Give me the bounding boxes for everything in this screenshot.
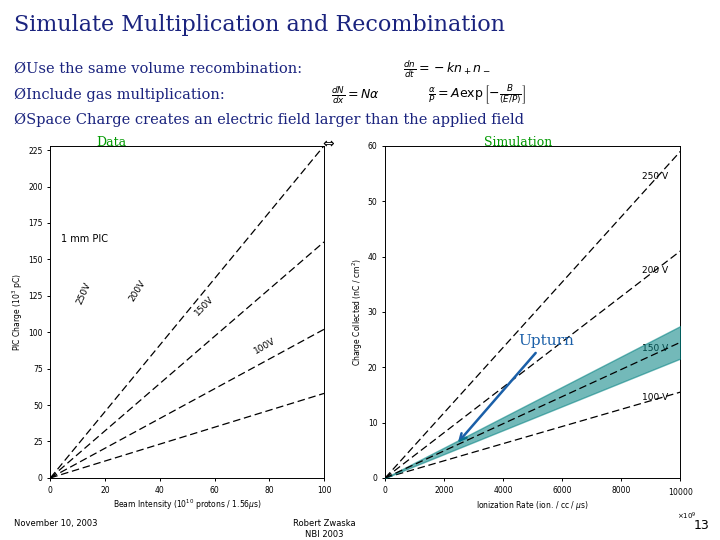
- Text: ØUse the same volume recombination:: ØUse the same volume recombination:: [14, 62, 302, 76]
- Text: November 10, 2003: November 10, 2003: [14, 519, 98, 529]
- Text: $\frac{\alpha}{P} = A\exp\left[-\frac{B}{(E/P)}\right]$: $\frac{\alpha}{P} = A\exp\left[-\frac{B}…: [428, 84, 526, 107]
- Text: $\frac{dN}{dx} = N\alpha$: $\frac{dN}{dx} = N\alpha$: [331, 84, 379, 106]
- Text: 250 V: 250 V: [642, 172, 668, 181]
- Text: Data: Data: [96, 136, 127, 149]
- Text: 200V: 200V: [127, 279, 147, 303]
- Text: 200 V: 200 V: [642, 266, 668, 275]
- Text: 13: 13: [693, 519, 709, 532]
- Text: 150 V: 150 V: [642, 343, 668, 353]
- Text: ØSpace Charge creates an electric field larger than the applied field: ØSpace Charge creates an electric field …: [14, 113, 524, 127]
- Text: Robert Zwaska
NBI 2003: Robert Zwaska NBI 2003: [293, 519, 355, 539]
- Text: ⇔: ⇔: [322, 136, 333, 150]
- Text: 1 mm PIC: 1 mm PIC: [61, 234, 108, 244]
- Text: 250V: 250V: [75, 281, 93, 306]
- Text: $\times10^9$: $\times10^9$: [677, 511, 696, 522]
- Text: 150V: 150V: [193, 295, 215, 318]
- Y-axis label: PIC Charge ($10^3$ pC): PIC Charge ($10^3$ pC): [11, 273, 25, 351]
- Text: Simulate Multiplication and Recombination: Simulate Multiplication and Recombinatio…: [14, 14, 505, 36]
- X-axis label: Ionization Rate (ion. / cc / $\mu$s): Ionization Rate (ion. / cc / $\mu$s): [476, 500, 590, 512]
- Text: 100 V: 100 V: [642, 394, 668, 402]
- Text: $\frac{dn}{dt} = -kn_+n_-$: $\frac{dn}{dt} = -kn_+n_-$: [403, 58, 491, 80]
- Text: ØInclude gas multiplication:: ØInclude gas multiplication:: [14, 87, 225, 102]
- Text: Upturn: Upturn: [459, 334, 574, 441]
- X-axis label: Beam Intensity ($10^{10}$ protons / 1.56$\mu$s): Beam Intensity ($10^{10}$ protons / 1.56…: [113, 497, 261, 512]
- Text: Simulation: Simulation: [485, 136, 552, 149]
- Text: 100V: 100V: [253, 336, 278, 355]
- Y-axis label: Charge Collected (nC / cm$^2$): Charge Collected (nC / cm$^2$): [351, 258, 365, 366]
